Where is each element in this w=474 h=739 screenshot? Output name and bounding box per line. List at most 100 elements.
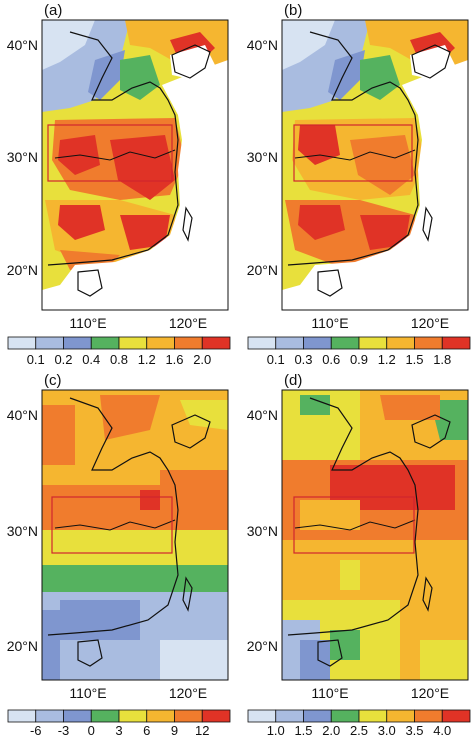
- panel-d-colorbar-label: 2.5: [350, 723, 368, 738]
- panel-a-colorbar-swatch: [90, 336, 120, 350]
- panel-b-colorbar-label: 0.9: [350, 352, 368, 367]
- panel-c-colorbar: -6 -3 0 3 6 9 12: [7, 709, 231, 738]
- panel-d-colorbar-swatch: [386, 709, 415, 723]
- panel-b-colorbar-swatch: [303, 336, 332, 350]
- panel-b-label: (b): [284, 2, 302, 19]
- panel-b-colorbar-swatch: [441, 336, 471, 350]
- panel-a-lat-30: 30°N: [7, 149, 38, 165]
- panel-c-label: (c): [44, 372, 62, 389]
- panel-a-colorbar-label: 1.6: [165, 352, 183, 367]
- panel-a-colorbar-label: 0.4: [82, 352, 100, 367]
- panel-b-colorbar: 0.1 0.3 0.6 0.9 1.2 1.5 1.8: [247, 336, 471, 367]
- panel-a-lat-40: 40°N: [7, 37, 38, 53]
- panel-d-label: (d): [284, 372, 302, 389]
- panel-c-colorbar-label: -3: [58, 723, 70, 738]
- panel-d-colorbar-label: 2.0: [322, 723, 340, 738]
- panel-b-colorbar-label: 0.6: [322, 352, 340, 367]
- panel-d-colorbar-swatch: [441, 709, 471, 723]
- panel-b-frame: [281, 19, 469, 311]
- panel-a-colorbar: 0.1 0.2 0.4 0.8 1.2 1.6 2.0: [7, 336, 231, 367]
- panel-b-colorbar-swatch: [386, 336, 415, 350]
- panel-c-lon-120: 120°E: [169, 685, 207, 701]
- panel-c-lat-20: 20°N: [7, 638, 38, 654]
- panel-d-lat-20: 20°N: [247, 638, 278, 654]
- panel-d-colorbar-label: 3.5: [405, 723, 423, 738]
- panel-c-colorbar-swatch: [118, 709, 148, 723]
- panel-a-colorbar-label: 0.2: [54, 352, 72, 367]
- panel-d-colorbar-swatch: [330, 709, 360, 723]
- panel-c-colorbar-swatch: [7, 709, 37, 723]
- panel-c-colorbar-swatch: [174, 709, 203, 723]
- panel-c-colorbar-label: 3: [115, 723, 122, 738]
- panel-c-frame: [41, 389, 229, 681]
- panel-c-colorbar-swatch: [90, 709, 120, 723]
- panel-b-colorbar-swatch: [414, 336, 443, 350]
- panel-d: (d) 40°N 30°N 20°N 110°E 120°E 1.0 1.5 2.0…: [247, 372, 471, 738]
- panel-c: (c) 40°N 30°N 20°N 110°E 120°E -6 -3 0 3 6 9 1…: [7, 372, 231, 738]
- panel-a: (a) 40°N 30°N 20°N 110°E 120°E 0.1 0.2 0.4…: [7, 2, 231, 367]
- panel-a-lon-120: 120°E: [169, 315, 207, 331]
- panel-d-study-box: [293, 496, 415, 554]
- panel-c-map: [42, 390, 228, 680]
- panel-a-label: (a): [44, 2, 62, 19]
- panel-c-colorbar-label: 9: [171, 723, 178, 738]
- panel-c-colorbar-swatch: [35, 709, 64, 723]
- panel-c-colorbar-label: -6: [30, 723, 42, 738]
- panel-d-map: [282, 390, 468, 680]
- panel-d-colorbar-swatch: [303, 709, 332, 723]
- panel-a-colorbar-swatch: [174, 336, 203, 350]
- panel-c-lat-40: 40°N: [7, 407, 38, 423]
- panel-b-lon-110: 110°E: [311, 315, 348, 331]
- panel-c-colorbar-swatch: [63, 709, 92, 723]
- panel-c-colorbar-swatch: [201, 709, 231, 723]
- panel-b-lat-20: 20°N: [247, 262, 278, 278]
- panel-d-lat-40: 40°N: [247, 407, 278, 423]
- panel-c-colorbar-label: 12: [195, 723, 209, 738]
- panel-b-colorbar-label: 0.1: [267, 352, 285, 367]
- panel-a-colorbar-label: 1.2: [138, 352, 156, 367]
- panel-b-colorbar-swatch: [247, 336, 277, 350]
- panel-d-colorbar-label: 3.0: [378, 723, 396, 738]
- panel-b-colorbar-label: 1.8: [433, 352, 451, 367]
- panel-b-colorbar-label: 1.2: [378, 352, 396, 367]
- panel-c-lat-30: 30°N: [7, 523, 38, 539]
- panel-b-colorbar-label: 1.5: [405, 352, 423, 367]
- panel-d-lon-110: 110°E: [311, 685, 348, 701]
- panel-b-lat-40: 40°N: [247, 37, 278, 53]
- panel-c-colorbar-label: 0: [88, 723, 95, 738]
- panel-b-colorbar-swatch: [358, 336, 388, 350]
- panel-b-study-box: [293, 124, 413, 182]
- panel-d-colorbar-label: 4.0: [433, 723, 451, 738]
- panel-b-lat-30: 30°N: [247, 149, 278, 165]
- panel-b-colorbar-label: 0.3: [294, 352, 312, 367]
- panel-d-lat-30: 30°N: [247, 523, 278, 539]
- panel-c-study-box: [51, 496, 173, 554]
- panel-d-frame: [281, 389, 469, 681]
- panel-a-colorbar-label: 0.1: [27, 352, 45, 367]
- panel-a-colorbar-label: 0.8: [110, 352, 128, 367]
- panel-c-lon-110: 110°E: [69, 685, 106, 701]
- panel-d-colorbar-label: 1.0: [267, 723, 285, 738]
- panel-c-colorbar-label: 6: [143, 723, 150, 738]
- panel-d-lon-120: 120°E: [411, 685, 449, 701]
- panel-d-colorbar-label: 1.5: [294, 723, 312, 738]
- panel-d-colorbar-swatch: [414, 709, 443, 723]
- panel-a-map: [42, 20, 228, 310]
- panel-a-colorbar-swatch: [118, 336, 148, 350]
- panel-a-colorbar-label: 2.0: [193, 352, 211, 367]
- panel-d-colorbar: 1.0 1.5 2.0 2.5 3.0 3.5 4.0: [247, 709, 471, 738]
- panel-a-colorbar-swatch: [7, 336, 37, 350]
- panel-a-lat-20: 20°N: [7, 262, 38, 278]
- panel-b-colorbar-swatch: [275, 336, 304, 350]
- panel-d-colorbar-swatch: [247, 709, 277, 723]
- panel-b: (b) 40°N 30°N 20°N 110°E 120°E 0.1 0.3 0.6…: [247, 2, 471, 367]
- panel-a-lon-110: 110°E: [69, 315, 106, 331]
- panel-d-colorbar-swatch: [358, 709, 388, 723]
- panel-b-lon-120: 120°E: [411, 315, 449, 331]
- panel-a-colorbar-swatch: [146, 336, 175, 350]
- panel-a-colorbar-swatch: [63, 336, 92, 350]
- panel-a-study-box: [47, 124, 173, 182]
- panel-b-map: [282, 20, 468, 310]
- panel-b-colorbar-swatch: [330, 336, 360, 350]
